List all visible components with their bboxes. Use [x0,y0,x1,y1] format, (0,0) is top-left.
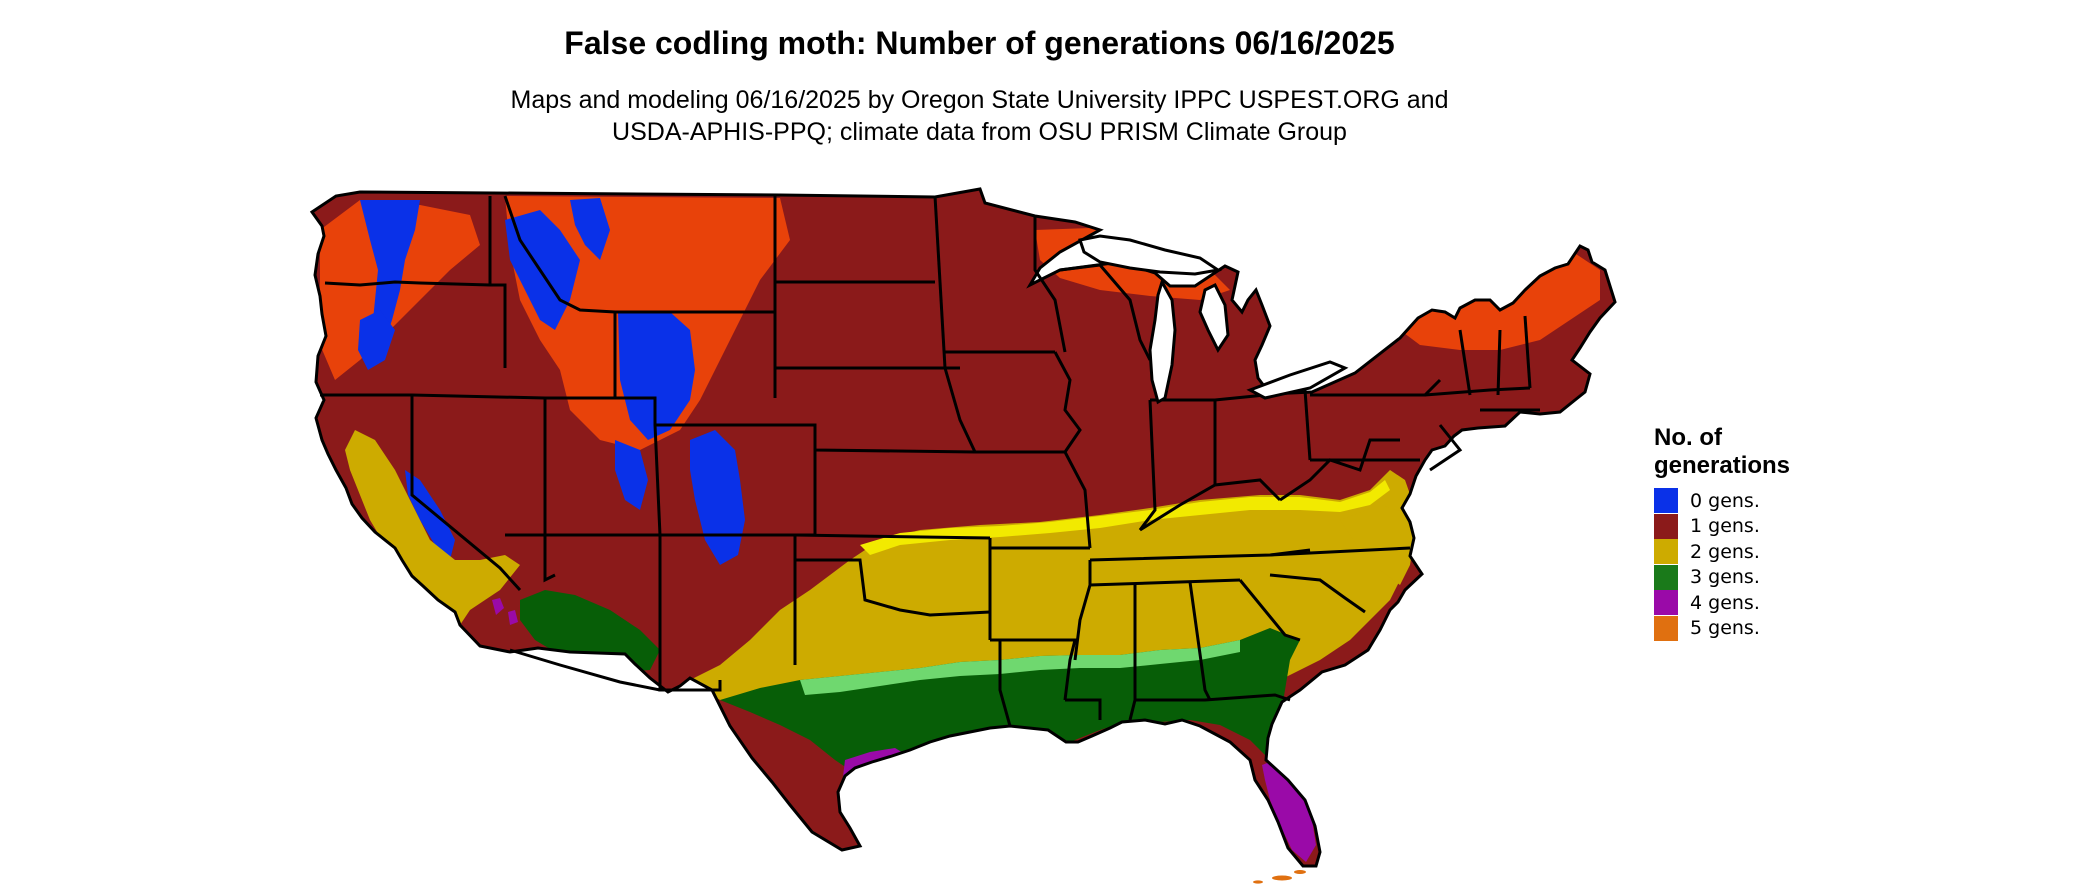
legend-item-4-gens: 4 gens. [1654,590,1790,616]
legend-title-line-1: No. of [1654,424,1722,451]
zone-0-gen-colorado [690,430,745,565]
subtitle-line-1: Maps and modeling 06/16/2025 by Oregon S… [510,86,1449,114]
legend-item-3-gens: 3 gens. [1654,564,1790,591]
legend-label-3-gens: 3 gens. [1690,566,1760,589]
legend-item-5-gens: 5 gens. [1654,615,1790,642]
zone-3-gen-light-band [800,640,1240,695]
zone-4-gen-arizona-spots [492,598,518,625]
map-subtitle: Maps and modeling 06/16/2025 by Oregon S… [0,84,1959,148]
lake-erie [1246,360,1349,400]
zone-5-gen-specks [1253,870,1306,884]
zone-0-gen-utah [615,440,648,510]
legend-title: No. of generations [1654,424,1790,480]
zone-0-gen-wyoming [618,312,695,440]
lake-superior [1078,234,1222,276]
legend-swatch-2-gens [1654,539,1678,565]
state-borders [320,195,1540,727]
legend-swatch-4-gens [1654,590,1678,616]
zone-2-gen-california [345,430,520,625]
legend-label-0-gens: 0 gens. [1690,489,1760,512]
legend-title-line-2: generations [1654,452,1791,479]
legend-swatch-5-gens [1654,615,1678,641]
subtitle-line-2: USDA-APHIS-PPQ; climate data from OSU PR… [612,118,1347,146]
map-title: False codling moth: Number of generation… [564,25,1395,61]
lake-michigan [1148,278,1177,405]
zone-4-gen-texas [842,748,920,840]
legend: No. of generations 0 gens. 1 gens. 2 gen… [1654,424,1790,641]
zone-4-gen-florida [1262,758,1316,862]
legend-label-2-gens: 2 gens. [1690,540,1760,563]
great-lakes [1078,234,1349,405]
legend-item-1-gens: 1 gens. [1654,513,1790,540]
legend-label-1-gens: 1 gens. [1690,515,1760,538]
legend-swatch-0-gens [1654,488,1678,514]
legend-swatch-1-gens [1654,513,1678,539]
zone-0-gen-sierra [405,470,455,560]
zone-2-gen-carolinas [1340,505,1414,585]
legend-label-5-gens: 5 gens. [1690,617,1760,640]
zone-0-gen-montana [570,198,610,260]
legend-item-2-gens: 2 gens. [1654,539,1790,565]
legend-item-0-gens: 0 gens. [1654,488,1790,514]
legend-swatch-3-gens [1654,564,1678,590]
zone-0-gen-oregon [358,310,395,370]
zone-2-gen-light-band [860,480,1390,555]
lake-huron [1198,282,1230,353]
legend-label-4-gens: 4 gens. [1690,591,1760,614]
